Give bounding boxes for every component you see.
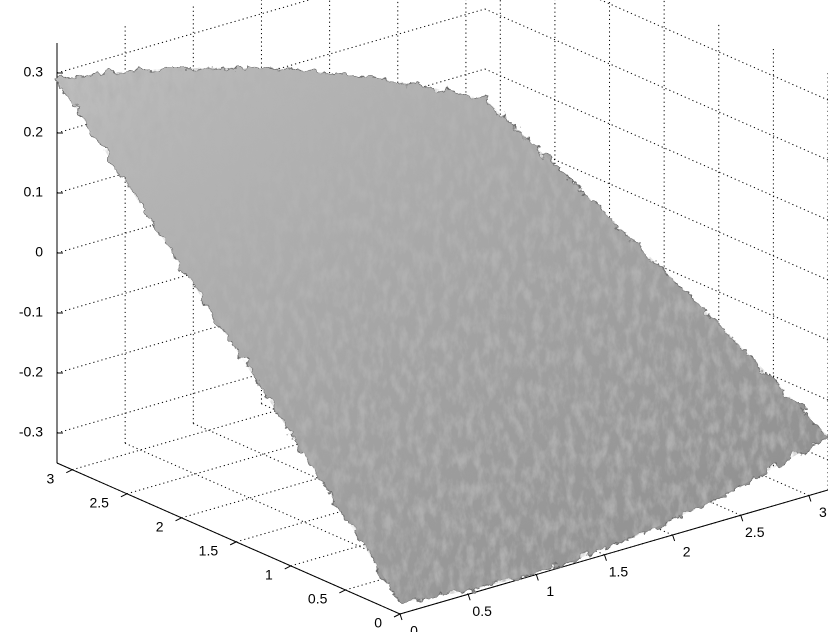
y-tick-label: 0.5 (308, 591, 328, 607)
y-tick-mark (120, 493, 128, 498)
axes (56, 43, 828, 621)
y-tick-label: 0 (374, 615, 382, 631)
x-tick-mark (740, 515, 744, 522)
x-tick-mark (399, 613, 403, 621)
x-tick-mark (808, 495, 812, 502)
x-tick-label: 1.5 (609, 563, 629, 579)
y-tick-mark (393, 613, 401, 618)
z-tick-label: -0.1 (19, 304, 43, 320)
z-tick-label: 0.1 (24, 184, 44, 200)
x-tick-label: 1 (546, 583, 554, 599)
grid-line-side-z (599, 0, 828, 101)
z-tick-label: 0 (35, 244, 43, 260)
x-axis-line (399, 489, 828, 615)
z-tick-label: 0.3 (24, 64, 44, 80)
x-tick-mark (672, 534, 676, 542)
x-tick-label: 2 (683, 544, 691, 560)
x-tick-mark (535, 574, 539, 581)
x-tick-label: 0.5 (472, 603, 492, 619)
surface (56, 67, 828, 603)
y-tick-label: 2 (156, 519, 164, 535)
x-tick-mark (467, 594, 471, 601)
y-tick-mark (284, 565, 291, 570)
surface-texture (57, 67, 828, 602)
y-tick-mark (229, 541, 237, 546)
y-tick-label: 3 (46, 470, 54, 486)
y-tick-label: 1.5 (199, 543, 219, 559)
y-tick-label: 1 (265, 567, 273, 583)
grid-line-side-z (484, 8, 828, 161)
y-tick-label: 2.5 (89, 494, 109, 510)
x-tick-mark (603, 554, 607, 561)
z-tick-label: -0.2 (19, 364, 43, 380)
grid-line-back-z (56, 0, 311, 74)
x-tick-label: 0 (410, 623, 418, 632)
z-tick-label: 0.2 (24, 124, 44, 140)
y-tick-mark (66, 469, 73, 474)
y-axis-line (56, 462, 401, 615)
y-tick-mark (175, 517, 182, 522)
tick-labels: 0 0.5 1 1.5 2 2.5 3 0 0.5 1 1.5 2 2.5 3 0.3 0.2 0.1 0 -0.1… (19, 64, 827, 632)
x-tick-label: 2.5 (745, 524, 765, 540)
z-tick-label: -0.3 (19, 424, 43, 440)
x-tick-label: 3 (819, 504, 827, 520)
y-tick-mark (339, 589, 346, 594)
